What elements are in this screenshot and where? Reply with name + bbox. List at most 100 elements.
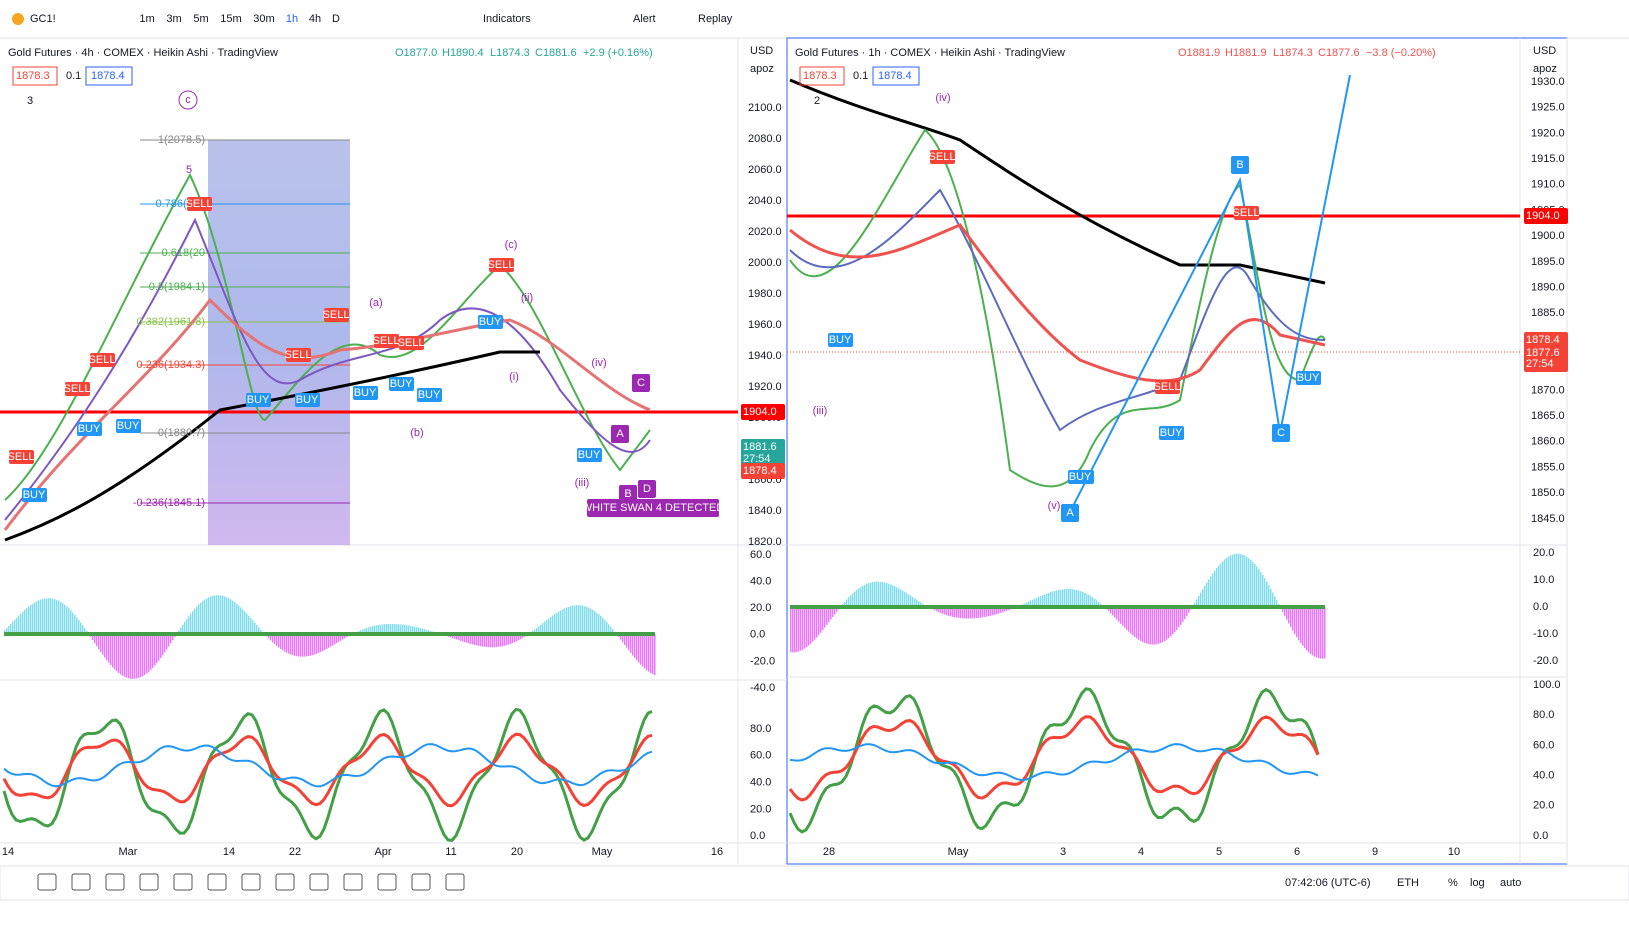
histogram-bar xyxy=(808,607,810,645)
fib-label: 0.618(20 xyxy=(162,247,205,259)
histogram-bar xyxy=(888,584,890,607)
price-tick-label: 1930.0 xyxy=(1531,76,1565,88)
histogram-bar xyxy=(574,605,576,634)
interval-button[interactable]: 1h xyxy=(286,13,298,25)
price-tick-label: 2080.0 xyxy=(748,133,782,145)
time-label: 28 xyxy=(823,846,835,858)
histogram-bar xyxy=(590,609,592,634)
histogram-bar xyxy=(904,592,906,607)
interval-button[interactable]: 5m xyxy=(193,13,208,25)
histogram-bar xyxy=(822,607,824,630)
histogram-bar xyxy=(320,634,322,652)
histogram-bar xyxy=(798,607,800,651)
histogram-bar xyxy=(282,634,284,650)
histogram-bar xyxy=(46,598,48,634)
histogram-bar xyxy=(316,634,318,654)
signal-label: SELL xyxy=(64,383,91,395)
bottom-session[interactable]: ETH xyxy=(1397,877,1419,889)
histogram-bar xyxy=(1050,592,1052,607)
histogram-bar xyxy=(1068,589,1070,607)
bottom-percent[interactable]: % xyxy=(1448,877,1458,889)
fib-label: 0.382(1961.8) xyxy=(137,316,206,328)
symbol[interactable]: GC1! xyxy=(30,13,56,25)
symbol-icon xyxy=(12,13,24,25)
histogram-bar xyxy=(70,610,72,634)
price-tick-label: 1885.0 xyxy=(1531,307,1565,319)
histogram-bar xyxy=(122,634,124,676)
histogram-bar xyxy=(164,634,166,652)
interval-button[interactable]: 15m xyxy=(220,13,241,25)
histogram-bar xyxy=(594,611,596,634)
pattern-point: A xyxy=(616,428,624,440)
histogram-bar xyxy=(56,600,58,634)
histogram-bar xyxy=(50,598,52,634)
histogram-bar xyxy=(208,597,210,634)
histogram-bar xyxy=(546,620,548,634)
price-tick-label: 1845.0 xyxy=(1531,513,1565,525)
histogram-bar xyxy=(192,611,194,634)
ohlc-h: H1881.9 xyxy=(1225,47,1267,59)
histogram-bar xyxy=(1136,607,1138,638)
histogram-bar xyxy=(206,598,208,634)
histogram-bar xyxy=(1138,607,1140,640)
time-label: May xyxy=(948,846,969,858)
histogram-bar xyxy=(1076,590,1078,607)
currency-button[interactable]: USD xyxy=(750,45,773,57)
bottom-log[interactable]: log xyxy=(1470,877,1485,889)
histogram-bar xyxy=(580,605,582,634)
histogram-bar xyxy=(1158,607,1160,644)
ask-tag: 1878.4 xyxy=(91,70,125,82)
osc-tick-label: 60.0 xyxy=(750,549,771,561)
histogram-bar xyxy=(1142,607,1144,642)
histogram-bar xyxy=(640,634,642,665)
top-toolbar xyxy=(0,0,1629,38)
wave-label: (c) xyxy=(505,239,518,251)
osc-tick-label: 0.0 xyxy=(1533,601,1548,613)
histogram-bar xyxy=(1318,607,1320,658)
histogram-bar xyxy=(566,607,568,634)
interval-button[interactable]: 1m xyxy=(139,13,154,25)
histogram-bar xyxy=(114,634,116,669)
histogram-bar xyxy=(826,607,828,625)
histogram-bar xyxy=(1266,582,1268,607)
histogram-bar xyxy=(1134,607,1136,637)
histogram-bar xyxy=(1208,579,1210,607)
replay-button[interactable]: Replay xyxy=(698,13,733,25)
histogram-bar xyxy=(186,619,188,634)
histogram-bar xyxy=(218,595,220,634)
interval-button[interactable]: 3m xyxy=(166,13,181,25)
histogram-bar xyxy=(166,634,168,649)
osc-tick-label: 20.0 xyxy=(750,602,771,614)
histogram-bar xyxy=(1212,573,1214,607)
interval-button[interactable]: 4h xyxy=(309,13,321,25)
signal-label: SELL xyxy=(1154,381,1181,393)
histogram-bar xyxy=(52,599,54,634)
alert-button[interactable]: Alert xyxy=(633,13,656,25)
indicators-button[interactable]: Indicators xyxy=(483,13,531,25)
histogram-bar xyxy=(854,592,856,607)
currency-button[interactable]: USD xyxy=(1533,45,1556,57)
histogram-bar xyxy=(188,616,190,634)
histogram-bar xyxy=(1234,554,1236,607)
histogram-bar xyxy=(296,634,298,656)
histogram-bar xyxy=(314,634,316,654)
histogram-bar xyxy=(1260,572,1262,607)
histogram-bar xyxy=(1226,558,1228,607)
price-tick-label: 1870.0 xyxy=(1531,384,1565,396)
rsi-tick-label: 20.0 xyxy=(750,803,771,815)
time-label: 14 xyxy=(2,846,14,858)
bottom-auto[interactable]: auto xyxy=(1500,877,1521,889)
interval-button[interactable]: D xyxy=(332,13,340,25)
signal-label: BUY xyxy=(1160,427,1183,439)
time-label: 11 xyxy=(445,846,456,858)
histogram-bar xyxy=(106,634,108,660)
interval-button[interactable]: 30m xyxy=(253,13,274,25)
scale-button[interactable]: apoz xyxy=(750,63,774,75)
scale-button[interactable]: apoz xyxy=(1533,63,1557,75)
histogram-bar xyxy=(142,634,144,676)
histogram-bar xyxy=(582,606,584,634)
histogram-bar xyxy=(906,593,908,607)
histogram-bar xyxy=(572,606,574,634)
price-tick-label: 1820.0 xyxy=(748,536,782,548)
histogram-bar xyxy=(128,634,130,678)
